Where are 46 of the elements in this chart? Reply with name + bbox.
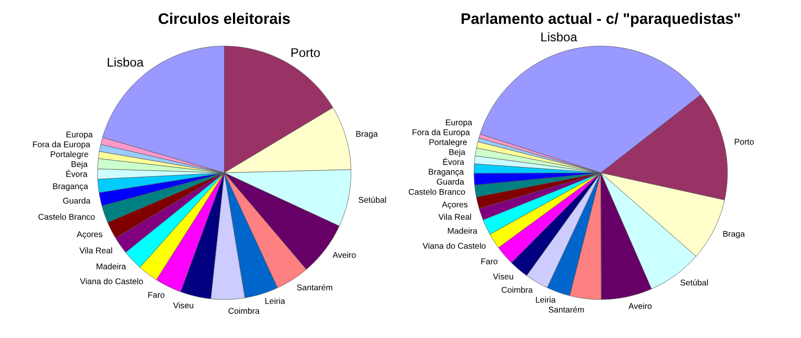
slice-label: Guarda	[63, 198, 90, 204]
slice-label: Vila Real	[438, 214, 471, 220]
slice-label: Coimbra	[228, 308, 260, 314]
slice-label: Vila Real	[79, 247, 112, 254]
slice-label: Europa	[66, 132, 93, 140]
slice-label: Setúbal	[358, 196, 386, 203]
slice-label: Faro	[148, 292, 164, 298]
slice-label: Guarda	[436, 178, 464, 185]
slice-label: Bragança	[53, 183, 88, 191]
slice-label: Leiria	[536, 296, 556, 303]
slice-label: Aveiro	[628, 302, 652, 309]
slice-label: Madeira	[96, 263, 126, 270]
slice-label: Madeira	[448, 228, 478, 234]
slice-label: Beja	[449, 148, 466, 157]
slice-label: Castelo Branco	[38, 214, 95, 220]
slice-label: Braga	[356, 131, 378, 138]
slice-label: Santarém	[297, 284, 332, 290]
slice-label: Castelo Branco	[408, 188, 465, 195]
slice-label: Porto	[734, 138, 754, 145]
slice-label: Portalegre	[50, 151, 88, 159]
slice-label: Leiria	[265, 298, 286, 304]
slice-label: Santarém	[548, 306, 584, 313]
slice-label: Viseu	[492, 273, 514, 280]
slice-label: Évora	[443, 158, 464, 165]
slice-label: Bragança	[428, 168, 464, 176]
slice-label: Europa	[446, 120, 472, 127]
chart-title: Parlamento actual - c/ "paraquedistas"	[462, 12, 740, 28]
slice-label: Fora da Europa	[412, 129, 470, 137]
slice-label: Braga	[723, 230, 745, 238]
slice-label: Porto	[292, 48, 320, 58]
slice-label: Setúbal	[680, 279, 708, 286]
slice-label: Faro	[481, 258, 498, 264]
slice-label: Açores	[76, 231, 102, 239]
chart-title: Circulos eleitorais	[158, 12, 290, 24]
slice-label: Viseu	[173, 302, 194, 308]
slice-label: Viana do Castelo	[422, 242, 486, 249]
slice-label: Coimbra	[502, 286, 533, 293]
slice-label: Évora	[66, 170, 88, 177]
slice-label: Lisboa	[108, 58, 144, 67]
slice-label: Viana do Castelo	[80, 278, 143, 284]
slice-label: Açores	[442, 202, 468, 210]
slice-label: Portalegre	[429, 139, 467, 147]
slice-label: Beja	[72, 160, 88, 169]
slice-label: Fora da Europa	[33, 141, 90, 149]
slice-label: Aveiro	[332, 252, 356, 258]
slice-label: Lisboa	[541, 32, 578, 42]
